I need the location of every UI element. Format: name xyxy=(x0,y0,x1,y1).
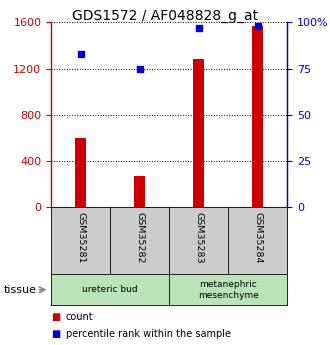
Text: ureteric bud: ureteric bud xyxy=(82,285,138,294)
Text: count: count xyxy=(66,312,94,322)
Text: GSM35283: GSM35283 xyxy=(194,213,203,264)
Bar xyxy=(75,138,86,207)
Text: metanephric
mesenchyme: metanephric mesenchyme xyxy=(198,280,258,300)
Text: GDS1572 / AF048828_g_at: GDS1572 / AF048828_g_at xyxy=(72,9,258,23)
Bar xyxy=(193,59,204,207)
Point xyxy=(255,23,260,29)
Point xyxy=(196,25,201,31)
Point xyxy=(78,51,83,57)
Text: GSM35284: GSM35284 xyxy=(253,213,262,264)
Text: ■: ■ xyxy=(51,329,60,339)
Text: GSM35281: GSM35281 xyxy=(76,213,85,264)
Text: percentile rank within the sample: percentile rank within the sample xyxy=(66,329,231,339)
Bar xyxy=(252,26,263,207)
Text: tissue: tissue xyxy=(3,285,36,295)
Text: GSM35282: GSM35282 xyxy=(135,213,144,264)
Text: ■: ■ xyxy=(51,312,60,322)
Bar xyxy=(134,176,145,207)
Point xyxy=(137,66,142,71)
